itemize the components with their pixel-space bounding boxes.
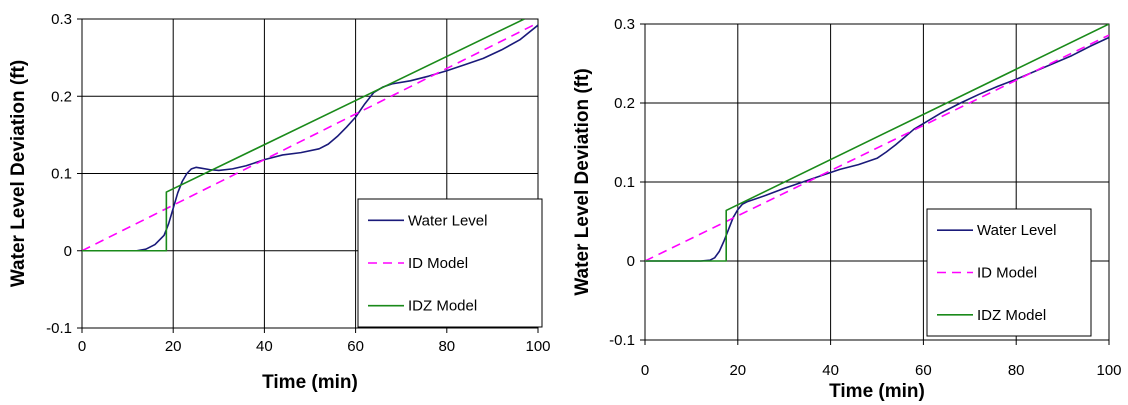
x-tick-label: 100 (1096, 362, 1121, 379)
y-tick-label: 0 (627, 253, 635, 270)
y-axis-label: Water Level Deviation (ft) (8, 60, 29, 287)
x-tick-label: 60 (915, 362, 932, 379)
y-tick-label: 0.3 (51, 11, 72, 28)
x-tick-label: 40 (256, 338, 273, 355)
legend-label: IDZ Model (977, 307, 1046, 324)
y-tick-label: -0.1 (609, 332, 635, 349)
legend-label: Water Level (977, 222, 1056, 239)
series-line-water-level (82, 24, 538, 252)
legend-label: Water Level (408, 212, 487, 229)
y-tick-label: 0.1 (614, 174, 635, 191)
x-tick-label: 80 (1008, 362, 1025, 379)
x-tick-label: 20 (165, 338, 182, 355)
series-line-id-model (645, 34, 1109, 262)
series-line-id-model (82, 22, 538, 252)
series-line-idz-model (645, 24, 1109, 262)
series-line-idz-model (82, 19, 525, 252)
x-axis-label: Time (min) (829, 381, 925, 402)
x-tick-label: 20 (729, 362, 746, 379)
y-tick-label: -0.1 (46, 320, 72, 337)
legend-label: ID Model (408, 255, 468, 272)
x-tick-label: 60 (347, 338, 364, 355)
x-tick-label: 100 (525, 338, 550, 355)
x-tick-label: 0 (641, 362, 649, 379)
y-tick-label: 0 (64, 243, 72, 260)
legend-label: ID Model (977, 265, 1037, 282)
x-tick-label: 0 (78, 338, 86, 355)
y-tick-label: 0.2 (51, 88, 72, 105)
x-tick-label: 80 (438, 338, 455, 355)
x-axis-label: Time (min) (262, 372, 358, 393)
y-tick-label: 0.1 (51, 166, 72, 183)
chart-left: -0.1 0 0.1 0.2 0.3 0 20 40 60 80 100 Time (min) Wate… (8, 11, 551, 393)
y-axis-label: Water Level Deviation (ft) (572, 68, 593, 295)
legend-label: IDZ Model (408, 298, 477, 315)
chart-right: -0.1 0 0.1 0.2 0.3 0 20 40 60 80 100 Time (min) Wate… (572, 16, 1122, 402)
y-tick-label: 0.3 (614, 16, 635, 33)
y-tick-label: 0.2 (614, 95, 635, 112)
x-tick-label: 40 (822, 362, 839, 379)
